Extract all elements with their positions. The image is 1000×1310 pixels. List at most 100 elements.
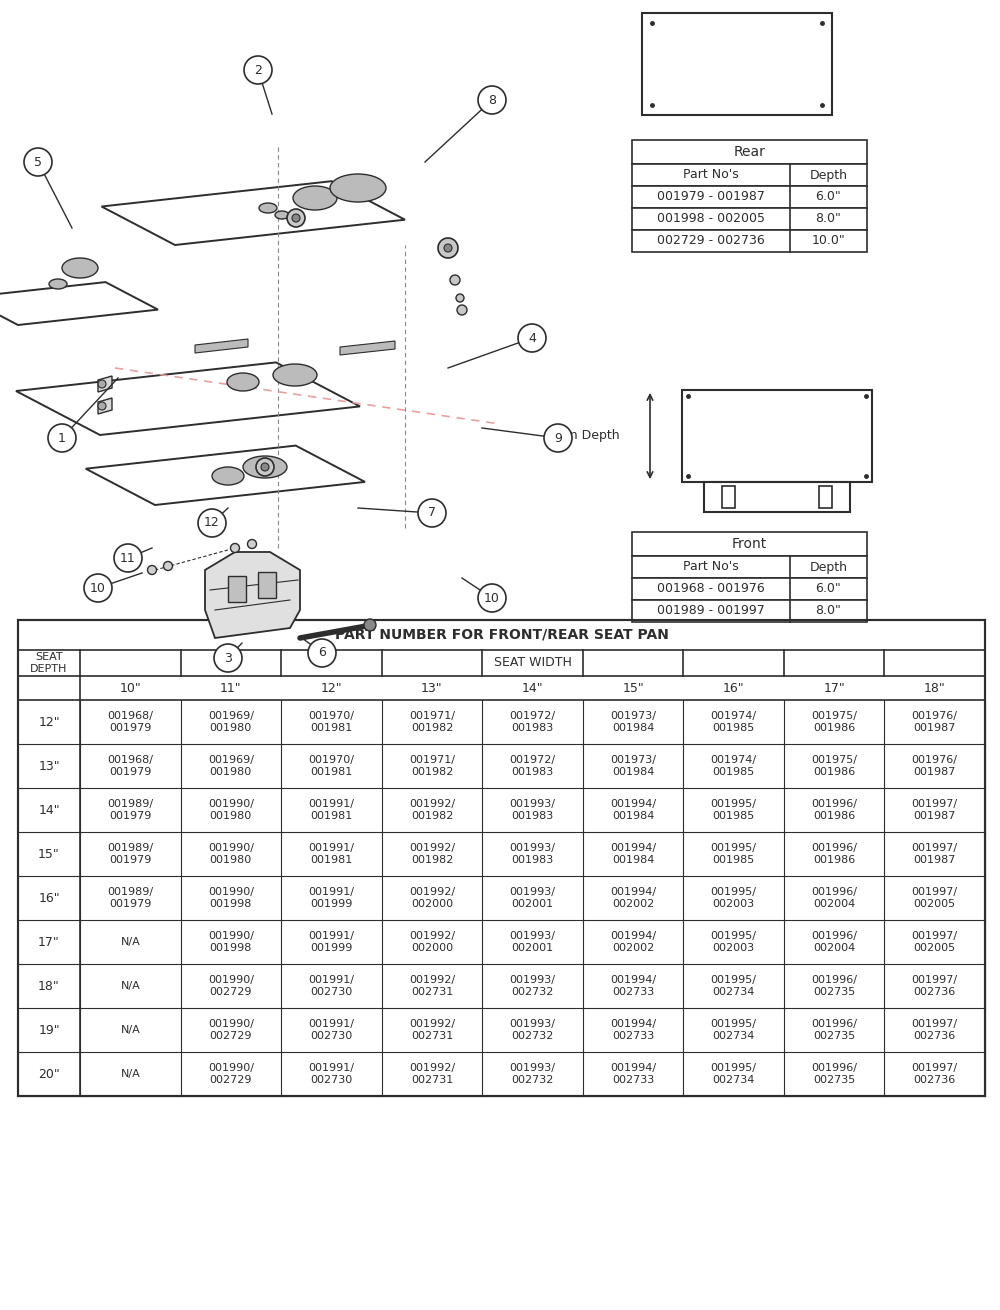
Circle shape: [148, 566, 156, 575]
Text: 8.0": 8.0": [816, 212, 841, 225]
Text: 001968/
001979: 001968/ 001979: [107, 755, 153, 777]
Text: 16": 16": [723, 681, 744, 694]
Text: 10: 10: [484, 592, 500, 604]
Text: 001991/
002730: 001991/ 002730: [308, 1064, 354, 1085]
Text: 9: 9: [554, 431, 562, 444]
Text: 001972/
001983: 001972/ 001983: [509, 755, 556, 777]
Text: 3: 3: [224, 651, 232, 664]
Ellipse shape: [275, 211, 289, 219]
Bar: [704, 482, 850, 512]
Text: 001990/
002729: 001990/ 002729: [208, 1019, 254, 1041]
Text: 001989 - 001997: 001989 - 001997: [657, 604, 765, 617]
Text: 001995/
002003: 001995/ 002003: [711, 931, 757, 952]
Text: 002729 - 002736: 002729 - 002736: [657, 234, 765, 248]
Polygon shape: [205, 552, 300, 638]
Ellipse shape: [227, 373, 259, 390]
Circle shape: [544, 424, 572, 452]
Ellipse shape: [49, 279, 67, 290]
Text: 001979 - 001987: 001979 - 001987: [657, 190, 765, 203]
Text: 001992/
002731: 001992/ 002731: [409, 975, 455, 997]
Polygon shape: [98, 376, 112, 392]
Text: 10.0": 10.0": [812, 234, 845, 248]
Text: 001992/
002731: 001992/ 002731: [409, 1019, 455, 1041]
Text: 001974/
001985: 001974/ 001985: [711, 755, 757, 777]
Text: N/A: N/A: [120, 1069, 140, 1079]
Text: 001968/
001979: 001968/ 001979: [107, 711, 153, 732]
Circle shape: [214, 645, 242, 672]
Circle shape: [444, 244, 452, 252]
Text: 001997/
001987: 001997/ 001987: [912, 844, 958, 865]
Text: 001976/
001987: 001976/ 001987: [912, 711, 958, 732]
Text: 001995/
002734: 001995/ 002734: [711, 1064, 757, 1085]
Text: 18": 18": [924, 681, 946, 694]
Circle shape: [292, 214, 300, 221]
Ellipse shape: [273, 364, 317, 386]
Text: 8.0": 8.0": [816, 604, 841, 617]
Text: 001991/
002730: 001991/ 002730: [308, 1019, 354, 1041]
Text: 001990/
002729: 001990/ 002729: [208, 1064, 254, 1085]
Ellipse shape: [62, 258, 98, 278]
Polygon shape: [340, 341, 395, 355]
Text: 001968 - 001976: 001968 - 001976: [657, 583, 765, 596]
Text: 001970/
001981: 001970/ 001981: [308, 755, 354, 777]
Text: 11": 11": [220, 681, 242, 694]
Bar: [632, 532, 867, 555]
Text: N/A: N/A: [120, 981, 140, 990]
Text: 13": 13": [38, 760, 60, 773]
Ellipse shape: [293, 186, 337, 210]
Text: 12": 12": [38, 715, 60, 728]
Bar: [632, 555, 867, 578]
Text: 001991/
001981: 001991/ 001981: [308, 799, 354, 821]
Text: 001993/
001983: 001993/ 001983: [510, 844, 556, 865]
Text: 20": 20": [38, 1068, 60, 1081]
Text: 001993/
002001: 001993/ 002001: [510, 887, 556, 909]
Circle shape: [438, 238, 458, 258]
Text: 5: 5: [34, 156, 42, 169]
Text: 4: 4: [528, 331, 536, 345]
Text: 001976/
001987: 001976/ 001987: [912, 755, 958, 777]
Ellipse shape: [259, 203, 277, 214]
Text: 7: 7: [428, 507, 436, 520]
Text: 001995/
002734: 001995/ 002734: [711, 1019, 757, 1041]
Circle shape: [287, 210, 305, 227]
Text: 001989/
001979: 001989/ 001979: [107, 844, 153, 865]
Text: 001991/
001999: 001991/ 001999: [308, 931, 354, 952]
Text: 001992/
001982: 001992/ 001982: [409, 799, 455, 821]
Text: 001975/
001986: 001975/ 001986: [811, 755, 857, 777]
Ellipse shape: [330, 174, 386, 202]
Text: 001994/
002002: 001994/ 002002: [610, 931, 656, 952]
Circle shape: [198, 510, 226, 537]
Circle shape: [256, 458, 274, 476]
Circle shape: [98, 402, 106, 410]
Bar: [632, 231, 867, 252]
Polygon shape: [0, 282, 158, 325]
Text: SEAT
DEPTH: SEAT DEPTH: [30, 652, 68, 673]
Text: Depth: Depth: [810, 169, 848, 182]
Bar: [18, 620, 985, 1096]
Bar: [632, 140, 867, 164]
Text: 001974/
001985: 001974/ 001985: [711, 711, 757, 732]
Circle shape: [244, 56, 272, 84]
Circle shape: [114, 544, 142, 572]
Text: 001993/
002001: 001993/ 002001: [510, 931, 556, 952]
Bar: [632, 600, 867, 622]
Bar: [722, 486, 735, 508]
Polygon shape: [16, 363, 360, 435]
Text: 001989/
001979: 001989/ 001979: [107, 887, 153, 909]
Text: 001990/
001998: 001990/ 001998: [208, 931, 254, 952]
Polygon shape: [86, 445, 365, 504]
Circle shape: [98, 380, 106, 388]
Text: PART NUMBER FOR FRONT/REAR SEAT PAN: PART NUMBER FOR FRONT/REAR SEAT PAN: [335, 627, 668, 642]
Circle shape: [24, 148, 52, 176]
Text: 001990/
001980: 001990/ 001980: [208, 799, 254, 821]
Text: 001969/
001980: 001969/ 001980: [208, 711, 254, 732]
Text: 001996/
001986: 001996/ 001986: [811, 799, 857, 821]
Text: Rear: Rear: [734, 145, 765, 159]
Text: 001993/
002732: 001993/ 002732: [510, 1064, 556, 1085]
Text: 001991/
001999: 001991/ 001999: [308, 887, 354, 909]
Text: 001995/
002734: 001995/ 002734: [711, 975, 757, 997]
Text: N/A: N/A: [120, 1024, 140, 1035]
Bar: [642, 13, 832, 115]
Circle shape: [164, 562, 173, 570]
Circle shape: [230, 544, 240, 553]
